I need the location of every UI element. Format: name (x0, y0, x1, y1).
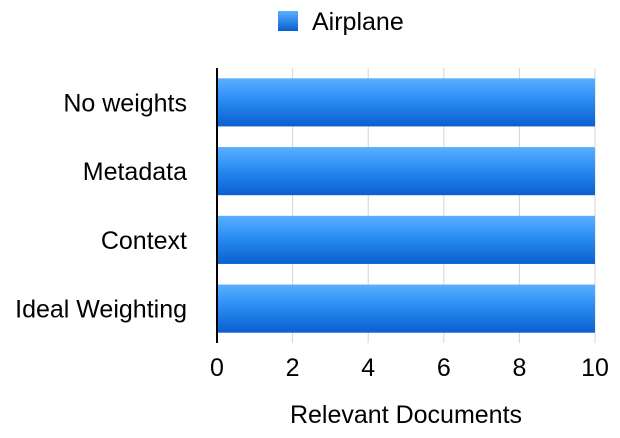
legend: Airplane (278, 8, 404, 36)
x-tick-label: 8 (512, 354, 526, 382)
x-tick-label: 6 (437, 354, 451, 382)
x-tick-label: 0 (210, 354, 224, 382)
x-tick-label: 2 (286, 354, 300, 382)
x-axis-title: Relevant Documents (290, 401, 522, 429)
bar-ideal-weighting (218, 284, 595, 333)
category-label: Metadata (83, 158, 187, 186)
category-label: No weights (63, 89, 187, 117)
legend-label: Airplane (312, 8, 404, 36)
x-tick-label: 10 (581, 354, 609, 382)
bars (218, 78, 595, 333)
bar-context (218, 215, 595, 264)
category-labels: No weights Metadata Context Ideal Weighting (15, 89, 187, 323)
category-label: Ideal Weighting (15, 296, 187, 324)
legend-swatch (278, 11, 298, 31)
x-tick-labels: 0 2 4 6 8 10 (210, 354, 609, 382)
bar-metadata (218, 147, 595, 196)
bar-no-weights (218, 78, 595, 127)
x-tick-label: 4 (361, 354, 375, 382)
category-label: Context (101, 227, 187, 255)
